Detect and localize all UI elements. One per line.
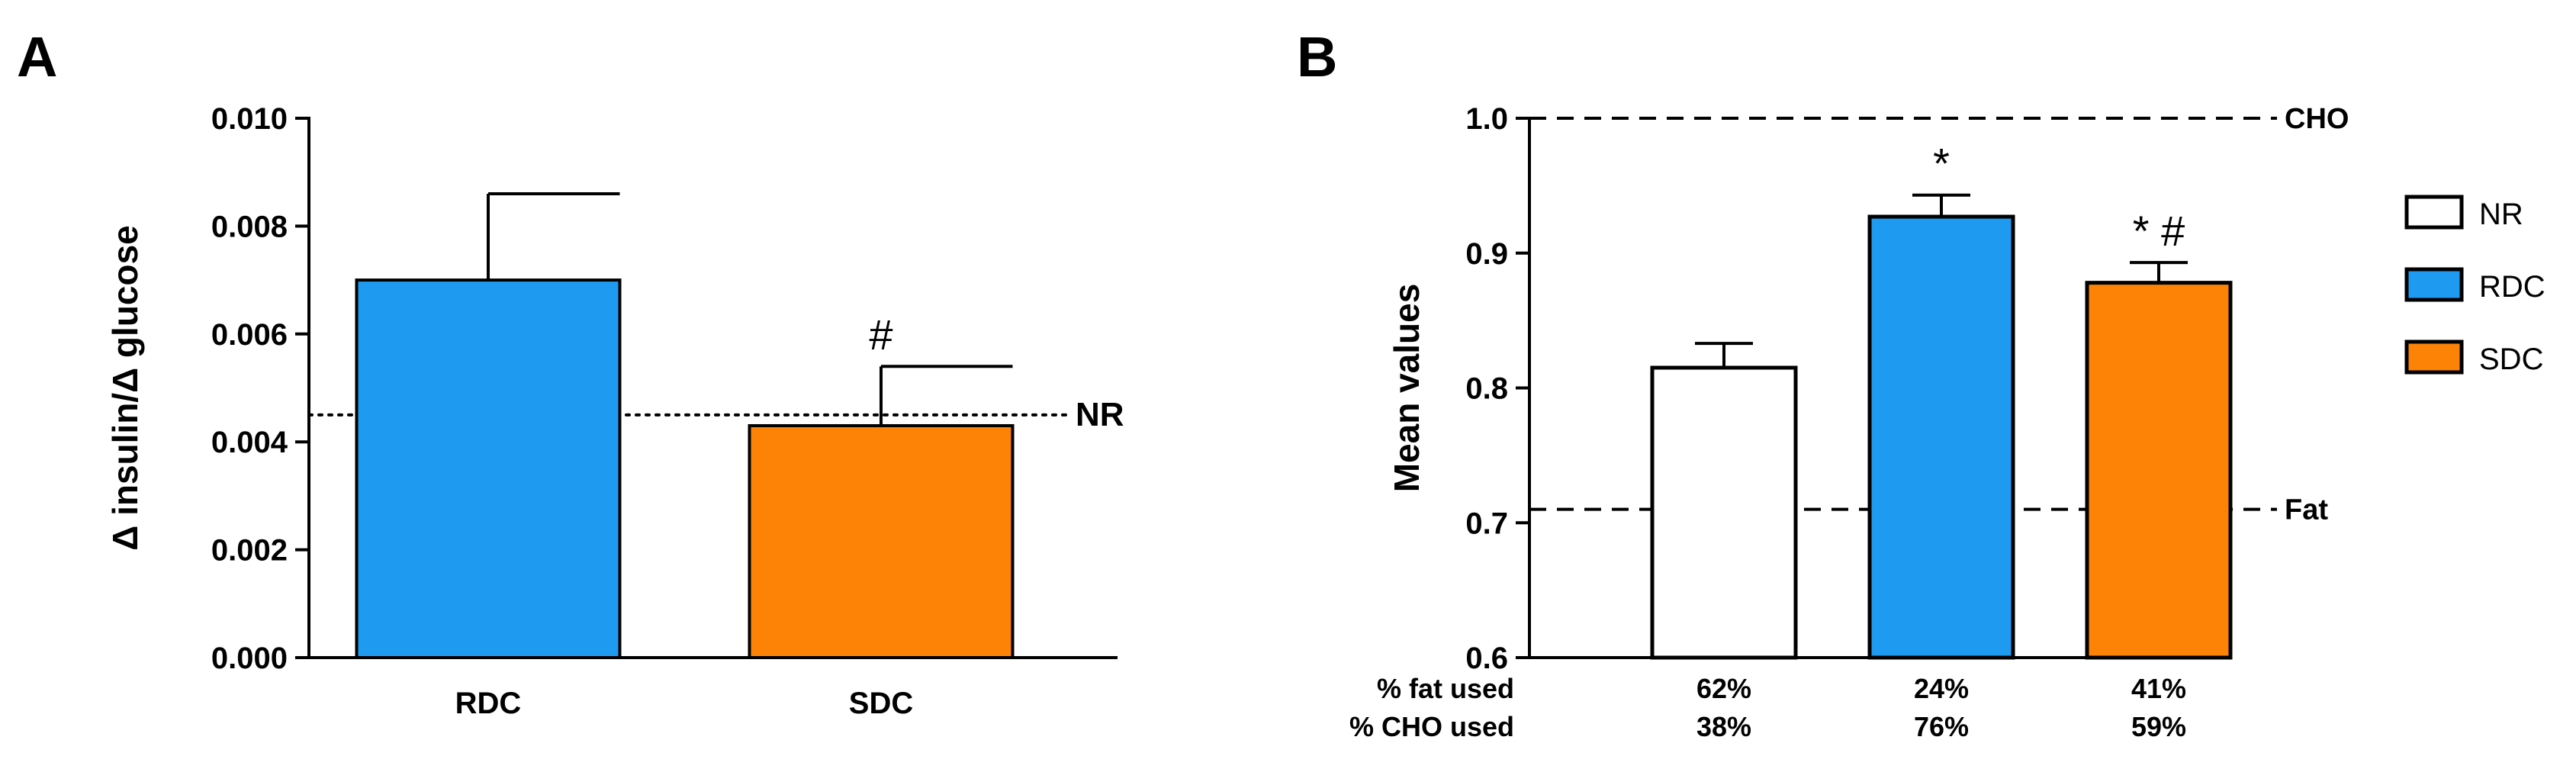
a-y-tick-label: 0.000 (211, 642, 288, 675)
legend-swatch-nr (2404, 195, 2464, 230)
legend-label-nr: NR (2479, 198, 2523, 231)
b-y-axis-title: Mean values (1387, 284, 1426, 493)
b-bar-nr (1650, 365, 1798, 660)
b-y-tick-label: 0.6 (1465, 642, 1508, 675)
a-bar-sdc (748, 423, 1015, 659)
b-cho-reference-label: CHO (2285, 103, 2349, 135)
a-y-tick-label: 0.008 (211, 210, 288, 243)
b-significance-marker: * # (2133, 207, 2185, 255)
b-significance-marker: * (1933, 140, 1950, 188)
b-y-tick-label: 0.9 (1465, 237, 1508, 271)
b-y-tick-label: 0.7 (1465, 507, 1508, 540)
b-legend: NR RDC SDC (2404, 195, 2545, 376)
a-x-category-label: SDC (849, 687, 913, 720)
b-footer-row-label: % CHO used (1349, 711, 1514, 742)
panel-a-letter: A (17, 25, 57, 88)
a-nr-reference-label: NR (1076, 396, 1124, 433)
a-y-tick-label: 0.002 (211, 534, 288, 568)
a-y-tick-label: 0.010 (211, 102, 288, 136)
a-y-axis-title: Δ insulin/Δ glucose (105, 225, 145, 551)
b-bar-rdc (1867, 214, 2015, 660)
b-footer-value: 62% (1696, 673, 1751, 704)
panel-b-letter: B (1297, 25, 1337, 88)
legend-label-sdc: SDC (2479, 343, 2543, 376)
b-footer-value: 38% (1696, 711, 1751, 742)
panel-b: B 0.6 0.7 0.8 0.9 1.0 Mean values CHO Fat * * # % … (1297, 25, 2545, 742)
b-footer-row-label: % fat used (1377, 673, 1514, 704)
legend-swatch-sdc (2404, 339, 2464, 375)
b-fat-reference-label: Fat (2285, 494, 2328, 526)
b-footer-value: 76% (1914, 711, 1969, 742)
panel-a: A 0.000 0.002 0.004 0.006 0.008 0.010 Δ insuli… (17, 25, 1124, 720)
b-footer-value: 41% (2131, 673, 2186, 704)
b-y-tick-label: 0.8 (1465, 372, 1508, 406)
b-footer-value: 24% (1914, 673, 1969, 704)
a-x-category-label: RDC (455, 687, 522, 720)
b-y-tick-label: 1.0 (1465, 102, 1508, 136)
a-bar-rdc (355, 278, 622, 659)
a-significance-marker: # (869, 310, 892, 359)
legend-swatch-rdc (2404, 267, 2464, 302)
legend-label-rdc: RDC (2479, 270, 2545, 304)
a-y-tick-label: 0.004 (211, 426, 288, 459)
b-footer-value: 59% (2131, 711, 2186, 742)
b-bar-sdc (2085, 281, 2233, 660)
a-y-tick-label: 0.006 (211, 318, 288, 352)
